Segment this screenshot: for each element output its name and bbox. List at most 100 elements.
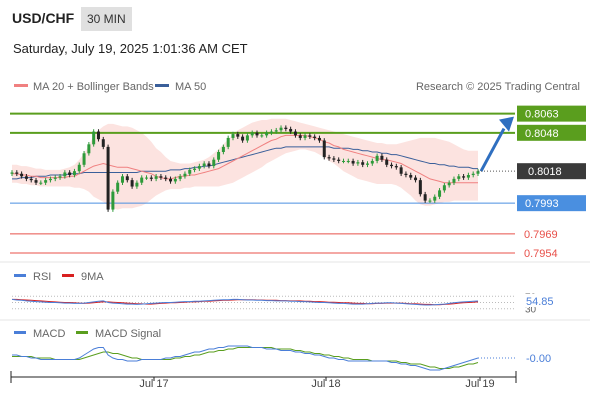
rsi-line bbox=[11, 298, 479, 306]
candle bbox=[341, 158, 345, 164]
ma20-line bbox=[12, 134, 478, 184]
candle bbox=[169, 176, 173, 184]
candle bbox=[101, 136, 105, 150]
candle bbox=[130, 177, 134, 189]
candle bbox=[82, 150, 86, 168]
candle bbox=[15, 170, 19, 177]
rsi-legend-swatch bbox=[14, 274, 26, 277]
candle bbox=[289, 126, 293, 134]
candle bbox=[34, 177, 38, 185]
candle bbox=[385, 157, 389, 168]
chart-datetime: Saturday, July 19, 2025 1:01:36 AM CET bbox=[13, 41, 248, 56]
price-panel: 0.8063 0.8048 0.7993 0.7969 0.7954 0.8018 bbox=[10, 105, 586, 260]
candle bbox=[317, 135, 321, 143]
candle bbox=[87, 142, 91, 156]
candle bbox=[250, 130, 254, 138]
ma20-legend-swatch bbox=[14, 84, 28, 87]
candle bbox=[92, 129, 96, 147]
rsi-ma-legend-swatch bbox=[62, 274, 74, 277]
candle bbox=[457, 174, 461, 182]
macd-signal-line bbox=[12, 347, 479, 369]
macd-last-label: -0.00 bbox=[526, 353, 551, 365]
candle bbox=[53, 175, 57, 182]
x-tick-label: Jul 17 bbox=[139, 378, 168, 390]
candle bbox=[466, 172, 470, 180]
candle bbox=[241, 134, 245, 143]
candle bbox=[149, 175, 153, 182]
candle bbox=[356, 159, 360, 166]
candle bbox=[279, 125, 283, 133]
level-label-1: 0.8048 bbox=[525, 128, 559, 140]
macd-panel: MACD MACD Signal -0.00 bbox=[0, 319, 590, 371]
candle bbox=[217, 149, 221, 162]
candle bbox=[332, 156, 336, 162]
forecast-arrow-head bbox=[499, 116, 514, 132]
candle bbox=[24, 174, 28, 182]
level-label-0: 0.8063 bbox=[525, 109, 559, 121]
candle bbox=[135, 180, 139, 189]
candle bbox=[125, 174, 129, 183]
candle bbox=[313, 134, 317, 141]
candle bbox=[159, 174, 163, 180]
macd-signal-legend-swatch bbox=[76, 331, 88, 334]
candle bbox=[428, 198, 432, 203]
candle bbox=[188, 167, 192, 177]
time-axis: Jul 17 Jul 18 Jul 19 bbox=[10, 371, 517, 390]
copyright-text: Research © 2025 Trading Central bbox=[416, 81, 580, 93]
candle bbox=[375, 153, 379, 164]
candle bbox=[245, 133, 249, 143]
candle bbox=[418, 177, 422, 197]
rsi-ref-label: 30 bbox=[525, 305, 537, 316]
candle bbox=[183, 171, 187, 179]
candle bbox=[476, 168, 480, 177]
candle bbox=[322, 138, 326, 160]
x-tick-label: Jul 19 bbox=[465, 378, 494, 390]
rsi-last-bg bbox=[518, 293, 558, 307]
last-price-label: 0.8018 bbox=[528, 166, 562, 178]
candle bbox=[337, 157, 341, 164]
macd-legend-swatch bbox=[14, 331, 26, 334]
candle bbox=[351, 158, 355, 166]
candle bbox=[394, 163, 398, 170]
candle bbox=[269, 129, 273, 136]
candle bbox=[462, 174, 466, 180]
x-tick-label: Jul 18 bbox=[311, 378, 340, 390]
candle bbox=[178, 174, 182, 182]
rsi-last-label: 54.85 bbox=[526, 296, 554, 308]
candle bbox=[447, 180, 451, 188]
candle bbox=[433, 194, 437, 203]
symbol-title: USD/CHF bbox=[12, 10, 75, 26]
ma50-line bbox=[12, 146, 478, 180]
macd-legend-label: MACD bbox=[33, 328, 65, 340]
ma50-legend-swatch bbox=[155, 84, 169, 87]
candle bbox=[226, 135, 230, 150]
timeframe-button[interactable]: 30 MIN bbox=[81, 7, 132, 31]
candle bbox=[140, 175, 144, 185]
candle bbox=[414, 175, 418, 183]
candle bbox=[58, 174, 62, 180]
candle bbox=[77, 162, 81, 174]
candle bbox=[236, 131, 240, 139]
level-label-4: 0.7954 bbox=[524, 248, 558, 260]
candle bbox=[380, 153, 384, 162]
candle bbox=[39, 180, 43, 185]
candle bbox=[442, 182, 446, 193]
candle bbox=[361, 159, 365, 168]
ma20-legend-label: MA 20 + Bollinger Bands bbox=[33, 81, 154, 93]
candle bbox=[164, 175, 168, 182]
candle bbox=[145, 175, 149, 180]
candle bbox=[106, 144, 110, 212]
candle bbox=[370, 158, 374, 166]
level-tag-1 bbox=[517, 124, 586, 141]
candle bbox=[221, 144, 225, 155]
candle bbox=[327, 154, 331, 161]
level-label-2: 0.7993 bbox=[525, 198, 559, 210]
candle bbox=[20, 171, 24, 179]
candle bbox=[471, 171, 475, 178]
candle bbox=[72, 168, 76, 178]
candle bbox=[366, 161, 370, 168]
candle bbox=[48, 176, 52, 183]
candle bbox=[10, 170, 14, 177]
candle bbox=[308, 133, 312, 139]
last-price-tag bbox=[517, 163, 586, 180]
